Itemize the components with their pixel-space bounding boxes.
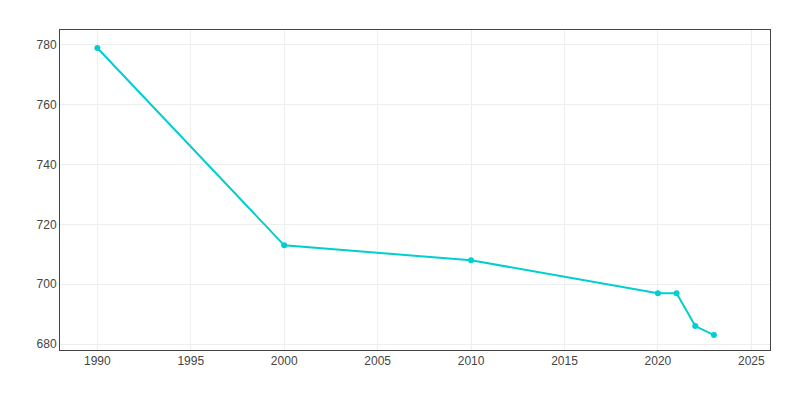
svg-text:680: 680 (37, 337, 57, 351)
svg-text:1990: 1990 (84, 354, 111, 368)
svg-text:2025: 2025 (738, 354, 765, 368)
svg-text:700: 700 (37, 277, 57, 291)
svg-text:740: 740 (37, 158, 57, 172)
svg-text:780: 780 (37, 38, 57, 52)
svg-text:2005: 2005 (364, 354, 391, 368)
svg-text:2020: 2020 (645, 354, 672, 368)
svg-text:1995: 1995 (177, 354, 204, 368)
svg-text:2000: 2000 (271, 354, 298, 368)
svg-text:720: 720 (37, 218, 57, 232)
svg-text:760: 760 (37, 98, 57, 112)
svg-text:2010: 2010 (458, 354, 485, 368)
svg-text:2015: 2015 (551, 354, 578, 368)
